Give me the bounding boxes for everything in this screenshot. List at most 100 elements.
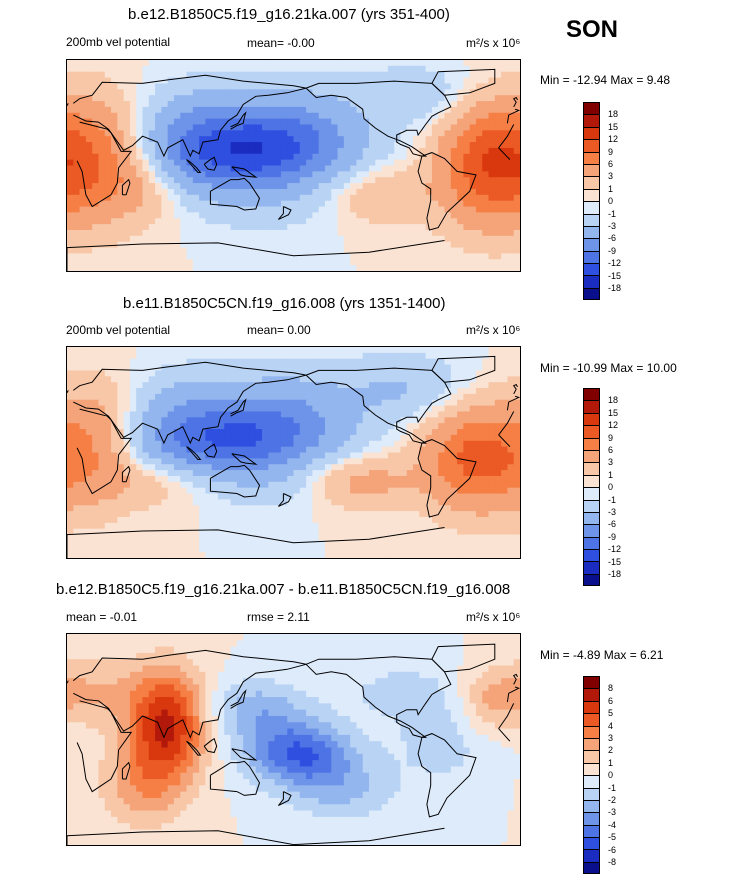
contour-cell bbox=[445, 523, 452, 529]
contour-cell bbox=[400, 400, 407, 406]
contour-cell bbox=[124, 171, 131, 177]
contour-cell bbox=[124, 417, 131, 423]
contour-cell bbox=[476, 406, 483, 412]
contour-cell bbox=[73, 365, 80, 371]
contour-cell bbox=[394, 183, 401, 189]
contour-cell bbox=[312, 523, 319, 529]
contour-cell bbox=[514, 353, 520, 359]
contour-cell bbox=[117, 177, 124, 183]
contour-cell bbox=[249, 429, 256, 435]
contour-cell bbox=[262, 230, 269, 236]
contour-cell bbox=[155, 458, 162, 464]
contour-cell bbox=[256, 154, 263, 160]
contour-cell bbox=[457, 382, 464, 388]
contour-cell bbox=[369, 488, 376, 494]
contour-cell bbox=[438, 136, 445, 142]
contour-cell bbox=[457, 370, 464, 376]
contour-cell bbox=[199, 83, 206, 89]
contour-cell bbox=[111, 441, 118, 447]
contour-cell bbox=[356, 347, 363, 353]
contour-cell bbox=[268, 248, 275, 254]
contour-cell bbox=[482, 523, 489, 529]
contour-cell bbox=[105, 119, 112, 125]
contour-cell bbox=[375, 83, 382, 89]
contour-cell bbox=[344, 119, 351, 125]
contour-cell bbox=[375, 453, 382, 459]
contour-cell bbox=[457, 124, 464, 130]
contour-cell bbox=[161, 347, 168, 353]
contour-cell bbox=[413, 253, 420, 259]
contour-cell bbox=[155, 464, 162, 470]
contour-cell bbox=[338, 511, 345, 517]
contour-cell bbox=[168, 259, 175, 265]
contour-cell bbox=[287, 166, 294, 172]
contour-cell bbox=[476, 171, 483, 177]
contour-cell bbox=[482, 376, 489, 382]
contour-cell bbox=[143, 464, 150, 470]
contour-cell bbox=[117, 60, 124, 66]
contour-cell bbox=[275, 494, 282, 500]
contour-cell bbox=[149, 476, 156, 482]
contour-cell bbox=[281, 201, 288, 207]
contour-cell bbox=[130, 212, 137, 218]
contour-cell bbox=[495, 248, 502, 254]
contour-cell bbox=[438, 476, 445, 482]
contour-cell bbox=[426, 388, 433, 394]
contour-cell bbox=[224, 259, 231, 265]
contour-cell bbox=[187, 136, 194, 142]
contour-cell bbox=[161, 72, 168, 78]
contour-cell bbox=[98, 101, 105, 107]
contour-cell bbox=[224, 212, 231, 218]
contour-cell bbox=[375, 195, 382, 201]
contour-cell bbox=[281, 470, 288, 476]
contour-cell bbox=[356, 429, 363, 435]
contour-cell bbox=[294, 142, 301, 148]
contour-cell bbox=[98, 453, 105, 459]
contour-cell bbox=[363, 388, 370, 394]
contour-cell bbox=[426, 72, 433, 78]
contour-cell bbox=[445, 429, 452, 435]
contour-cell bbox=[350, 447, 357, 453]
contour-cell bbox=[130, 388, 137, 394]
contour-cell bbox=[451, 171, 458, 177]
contour-cell bbox=[489, 218, 496, 224]
contour-cell bbox=[501, 347, 508, 353]
contour-cell bbox=[180, 470, 187, 476]
contour-cell bbox=[205, 511, 212, 517]
contour-cell bbox=[80, 124, 87, 130]
contour-cell bbox=[187, 124, 194, 130]
contour-cell bbox=[174, 482, 181, 488]
contour-cell bbox=[212, 212, 219, 218]
contour-cell bbox=[124, 370, 131, 376]
contour-cell bbox=[199, 406, 206, 412]
contour-cell bbox=[124, 494, 131, 500]
contour-cell bbox=[161, 136, 168, 142]
contour-cell bbox=[105, 160, 112, 166]
contour-cell bbox=[249, 89, 256, 95]
contour-cell bbox=[143, 511, 150, 517]
contour-cell bbox=[73, 142, 80, 148]
contour-cell bbox=[482, 160, 489, 166]
contour-cell bbox=[426, 265, 433, 271]
contour-cell bbox=[350, 201, 357, 207]
contour-cell bbox=[193, 441, 200, 447]
contour-cell bbox=[312, 476, 319, 482]
contour-cell bbox=[312, 494, 319, 500]
contour-cell bbox=[407, 505, 414, 511]
contour-cell bbox=[476, 136, 483, 142]
contour-cell bbox=[67, 423, 74, 429]
contour-cell bbox=[300, 154, 307, 160]
contour-cell bbox=[363, 148, 370, 154]
contour-cell bbox=[205, 435, 212, 441]
contour-cell bbox=[124, 89, 131, 95]
contour-cell bbox=[356, 259, 363, 265]
contour-cell bbox=[300, 130, 307, 136]
contour-cell bbox=[180, 529, 187, 535]
colorbar-swatch bbox=[583, 226, 600, 238]
contour-cell bbox=[268, 107, 275, 113]
contour-cell bbox=[426, 347, 433, 353]
contour-cell bbox=[300, 470, 307, 476]
contour-cell bbox=[426, 166, 433, 172]
contour-cell bbox=[80, 353, 87, 359]
contour-cell bbox=[319, 130, 326, 136]
